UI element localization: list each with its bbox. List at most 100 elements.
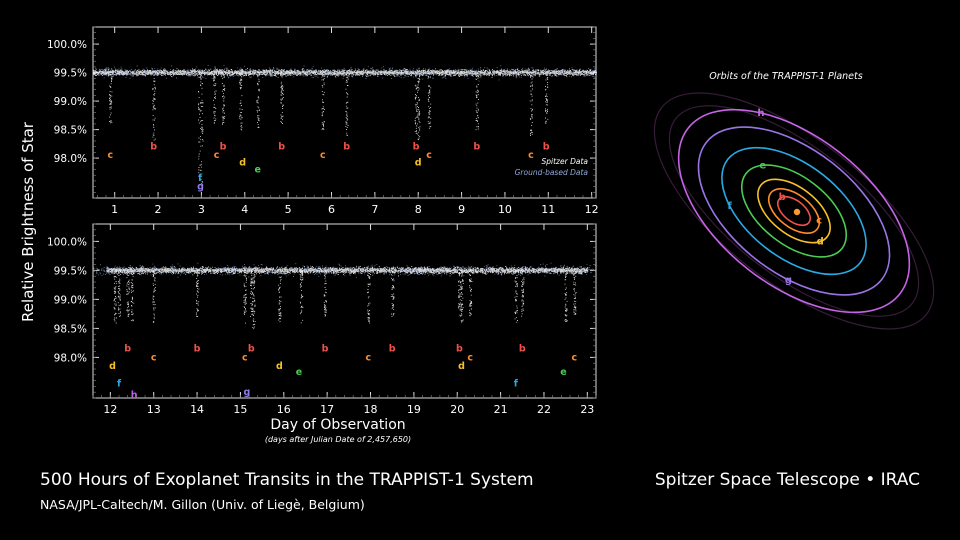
transit-marker-h: h (131, 390, 138, 401)
top-light-curve-panel: 100.0%99.5%99.0%98.5%98.0%1 2 3 4 5 6 7 8 9 10 11 1… (47, 26, 599, 216)
transit-dip-b (126, 269, 130, 317)
x-tick-label: 10 (498, 203, 512, 216)
transit-dip-b (323, 270, 327, 317)
transit-dip-c (427, 72, 432, 129)
faint-orbit (653, 92, 935, 330)
transit-marker-c: c (214, 150, 220, 161)
x-tick-label: 8 (415, 203, 422, 216)
orbit-h (677, 108, 911, 314)
transit-marker-d: d (239, 158, 246, 169)
transit-dip-d (113, 270, 117, 324)
transit-dip-c (321, 73, 325, 131)
orbit-label-e: e (759, 160, 766, 171)
transit-dip-b (250, 270, 254, 318)
faint-orbit (668, 105, 920, 317)
x-axis-sublabel: (days after Julian Date of 2,457,650) (265, 435, 411, 444)
y-tick-label: 100.0% (47, 39, 87, 51)
transit-dip-b (345, 73, 349, 137)
transit-dip-b (458, 270, 462, 317)
transit-dip-b (195, 270, 200, 318)
y-tick-label: 99.0% (54, 294, 87, 306)
x-tick-label: 11 (541, 203, 555, 216)
transit-marker-b: b (343, 142, 350, 153)
x-tick-label: 20 (450, 403, 464, 416)
transit-dip-c (109, 71, 113, 124)
legend-entry: Spitzer Data (542, 157, 589, 166)
transit-dip-c (469, 270, 473, 317)
orbit-d (757, 178, 831, 244)
x-tick-label: 23 (580, 403, 594, 416)
x-tick-label: 2 (155, 203, 162, 216)
y-tick-label: 99.0% (54, 96, 87, 108)
x-tick-label: 3 (198, 203, 205, 216)
transit-marker-c: c (366, 352, 372, 363)
orbit-label-b: b (779, 192, 786, 203)
x-tick-label: 17 (320, 403, 334, 416)
x-tick-label: 21 (494, 403, 508, 416)
orbit-label-d: d (817, 237, 824, 248)
transit-dip-f (198, 72, 202, 186)
transit-marker-f: f (117, 378, 122, 389)
transit-marker-c: c (108, 150, 114, 161)
image-credit: NASA/JPL-Caltech/M. Gillon (Univ. of Lie… (40, 497, 365, 512)
transit-dip-c (152, 270, 156, 323)
transit-dip-c (243, 271, 247, 324)
x-tick-label: 22 (537, 403, 551, 416)
x-axis-label: Day of Observation (270, 417, 405, 433)
orbit-g (697, 126, 891, 296)
transit-dip-b (521, 270, 525, 317)
y-tick-label: 98.0% (54, 352, 87, 364)
y-tick-label: 99.5% (54, 265, 87, 277)
x-tick-label: 14 (190, 403, 204, 416)
transit-marker-b: b (413, 142, 420, 153)
x-tick-label: 7 (371, 203, 378, 216)
transit-dip-d (417, 75, 421, 141)
x-tick-label: 13 (147, 403, 161, 416)
transit-marker-e: e (560, 367, 566, 378)
x-tick-label: 1 (111, 203, 118, 216)
transit-dip-e (299, 269, 304, 324)
transit-marker-g: g (244, 387, 251, 398)
transit-dip-b (414, 73, 419, 135)
x-tick-label: 18 (364, 403, 378, 416)
transit-marker-e: e (296, 367, 302, 378)
transit-marker-c: c (426, 150, 432, 161)
transit-marker-d: d (109, 361, 116, 372)
transit-dip-b (280, 71, 284, 124)
transit-marker-c: c (242, 352, 248, 363)
y-tick-label: 98.5% (54, 323, 87, 335)
transit-marker-c: c (467, 352, 473, 363)
transit-dip-b (544, 71, 549, 124)
transit-marker-e: e (255, 164, 261, 175)
x-tick-label: 9 (458, 203, 465, 216)
transit-dip-f (514, 270, 518, 323)
x-tick-label: 16 (277, 403, 291, 416)
transit-marker-b: b (543, 142, 550, 153)
transit-dip-e (564, 269, 568, 322)
transit-marker-b: b (456, 344, 463, 355)
transit-dip-g (252, 273, 256, 330)
y-tick-label: 98.5% (54, 125, 87, 137)
transit-dip-c (573, 271, 577, 315)
orbit-label-f: f (727, 201, 732, 212)
series-points-spitzer (93, 67, 597, 78)
x-tick-label: 19 (407, 403, 421, 416)
x-tick-label: 12 (585, 203, 599, 216)
transit-dip-b (390, 271, 395, 318)
x-tick-label: 12 (103, 403, 117, 416)
x-tick-label: 5 (285, 203, 292, 216)
x-tick-label: 15 (233, 403, 247, 416)
transit-dip-c (213, 70, 217, 124)
transit-marker-b: b (194, 344, 201, 355)
orbit-label-g: g (785, 275, 792, 286)
orbit-c (767, 188, 821, 234)
transit-dip-d (278, 269, 282, 323)
transit-marker-d: d (415, 158, 422, 169)
transit-dip-h (130, 270, 135, 322)
transit-marker-d: d (458, 361, 465, 372)
transit-marker-b: b (519, 344, 526, 355)
series-points-ground (93, 262, 597, 278)
orbits-diagram: b cd e f g h (653, 92, 935, 330)
transit-marker-f: f (514, 378, 519, 389)
